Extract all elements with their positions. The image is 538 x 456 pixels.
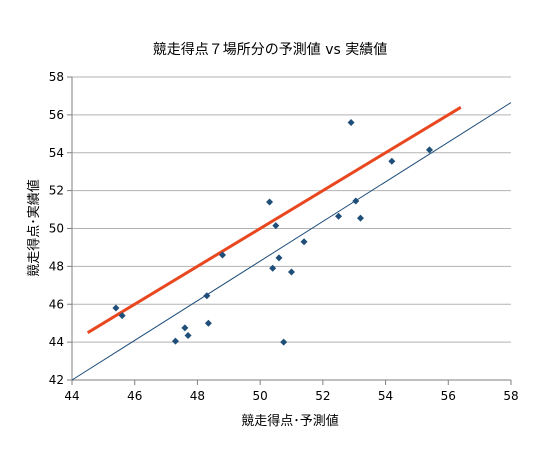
y-tick-label: 52 <box>49 184 64 198</box>
x-tick-label: 44 <box>64 389 79 403</box>
data-points <box>112 118 433 346</box>
grid-lines <box>72 76 511 381</box>
data-point <box>266 198 274 206</box>
y-tick-label: 42 <box>49 373 64 387</box>
y-tick-label: 44 <box>49 335 64 349</box>
x-tick-label: 56 <box>441 389 456 403</box>
x-tick-label: 58 <box>503 389 518 403</box>
data-point <box>335 212 343 220</box>
data-point <box>181 324 189 332</box>
data-point <box>347 118 355 126</box>
data-point <box>288 268 295 276</box>
lines <box>71 102 512 381</box>
y-tick-label: 50 <box>49 222 64 236</box>
data-point <box>356 214 364 222</box>
chart-title: 競走得点７場所分の予測値 vs 実績値 <box>153 41 387 58</box>
data-point <box>204 319 212 327</box>
y-tick-label: 56 <box>49 108 64 122</box>
trend-line <box>86 106 462 334</box>
y-tick-label: 46 <box>49 297 64 311</box>
data-point <box>388 157 396 165</box>
y-axis-label: 競走得点･実績値 <box>26 179 42 277</box>
data-point <box>269 264 277 272</box>
data-point <box>203 292 211 300</box>
x-tick-label: 46 <box>127 389 142 403</box>
data-point <box>171 337 179 345</box>
data-point <box>300 238 308 246</box>
data-point <box>275 254 283 262</box>
data-point <box>112 304 120 312</box>
x-tick-label: 50 <box>253 389 268 403</box>
data-point <box>184 331 192 339</box>
data-point <box>219 251 227 259</box>
data-point <box>352 197 360 205</box>
x-tick-label: 52 <box>315 389 330 403</box>
x-axis-label: 競走得点･予測値 <box>241 413 339 429</box>
data-point <box>272 222 280 230</box>
x-tick-label: 54 <box>378 389 393 403</box>
x-tick-label: 48 <box>190 389 205 403</box>
data-point <box>425 146 433 154</box>
y-tick-label: 54 <box>49 146 64 160</box>
y-tick-label: 58 <box>49 70 64 84</box>
y-tick-label: 48 <box>49 259 64 273</box>
axes <box>67 76 512 385</box>
data-point <box>280 338 288 346</box>
data-point <box>118 312 126 320</box>
reference-line <box>71 102 512 381</box>
